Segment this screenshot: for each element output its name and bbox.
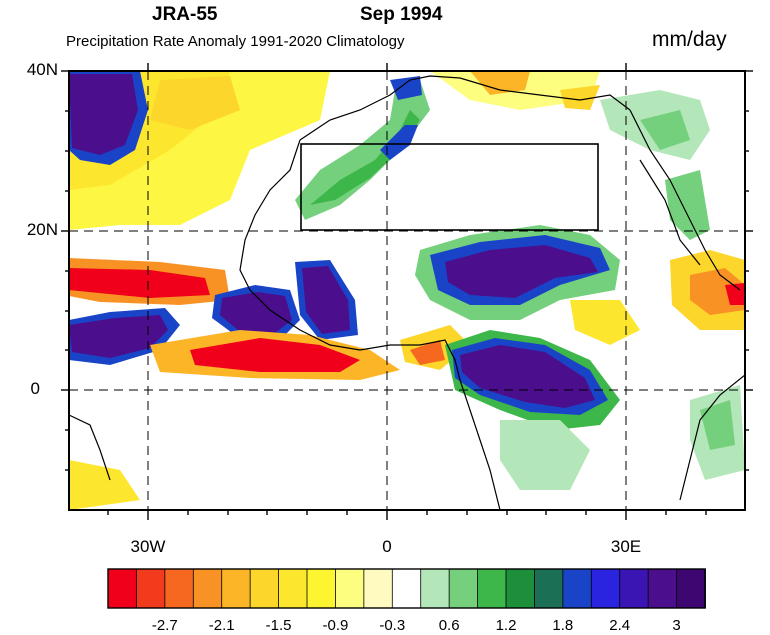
lat-label-40n: 40N <box>26 60 58 79</box>
colorbar-cell <box>590 568 621 609</box>
colorbar-cell <box>335 568 365 609</box>
colorbar-label: 3 <box>672 617 681 634</box>
colorbar-label: -0.9 <box>322 617 349 634</box>
colorbar-cell <box>562 568 593 609</box>
lon-label-30e: 30E <box>610 537 642 556</box>
colorbar-cell <box>306 568 337 609</box>
colorbar-cell <box>164 568 195 609</box>
colorbar-cell <box>192 568 223 609</box>
map-frame <box>68 70 746 511</box>
anomaly-field <box>69 71 745 510</box>
colorbar-cell <box>420 568 451 609</box>
colorbar-label: -2.1 <box>208 617 235 634</box>
lon-label-30w: 30W <box>130 537 166 556</box>
period-title: Sep 1994 <box>360 4 443 25</box>
units-label: mm/day <box>652 28 727 51</box>
colorbar-cells <box>107 568 706 609</box>
gridlines <box>69 71 745 510</box>
colorbar-cell <box>363 568 394 609</box>
box-region-outline <box>300 143 599 231</box>
colorbar-cell <box>647 568 678 609</box>
coastlines <box>69 75 745 510</box>
colorbar-label: 2.4 <box>609 617 631 634</box>
colorbar-cell <box>505 568 536 609</box>
colorbar-cell <box>249 568 280 609</box>
lat-label-0: 0 <box>30 379 40 398</box>
colorbar-label: -2.7 <box>151 617 178 634</box>
colorbar-cell <box>136 568 166 609</box>
colorbar-cell <box>534 568 564 609</box>
colorbar-cell <box>619 568 650 609</box>
colorbar-cell <box>391 568 422 609</box>
colorbar-label: -0.3 <box>379 617 406 634</box>
colorbar-label: 1.8 <box>552 617 574 634</box>
colorbar-cell <box>107 568 138 609</box>
colorbar-cell <box>278 568 308 609</box>
colorbar-label: 1.2 <box>495 617 517 634</box>
colorbar-cell <box>221 568 252 609</box>
plot-subtitle: Precipitation Rate Anomaly 1991-2020 Cli… <box>66 33 405 50</box>
axis-ticks <box>61 63 753 520</box>
colorbar-cell <box>676 568 706 609</box>
wet-anomaly-sahara-north <box>295 80 430 220</box>
colorbar-cell <box>448 568 479 609</box>
precipitation-anomaly-map <box>61 63 753 520</box>
colorbar-label: -1.5 <box>265 617 292 634</box>
colorbar-cell <box>477 568 507 609</box>
colorbar-label: 0.6 <box>438 617 460 634</box>
lat-label-20n: 20N <box>26 220 58 239</box>
lon-label-0: 0 <box>382 537 392 556</box>
dataset-title: JRA-55 <box>152 4 218 25</box>
